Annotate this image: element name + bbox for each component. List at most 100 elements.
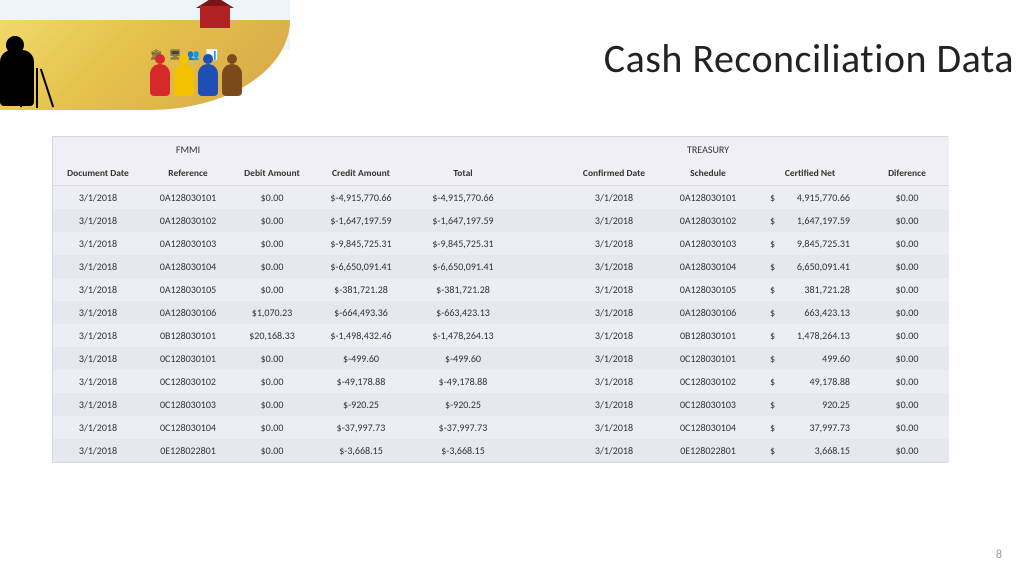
table-cell	[515, 232, 567, 255]
table-cell: 3/1/2018	[567, 232, 661, 255]
table-cell: $49,178.88	[755, 370, 865, 393]
table-cell: $-9,845,725.31	[311, 232, 411, 255]
table-cell: 3/1/2018	[53, 393, 143, 416]
table-cell: 3/1/2018	[53, 232, 143, 255]
photographer-head-icon	[6, 36, 24, 54]
table-cell: 0A128030103	[143, 232, 233, 255]
table-cell: $920.25	[755, 393, 865, 416]
table-cell: 3/1/2018	[53, 301, 143, 324]
table-cell: 3/1/2018	[567, 393, 661, 416]
table-cell: 0A128030101	[661, 185, 755, 209]
table-cell	[515, 347, 567, 370]
table-row: 3/1/20180B128030101$20,168.33$-1,498,432…	[53, 324, 949, 347]
table-cell: 3/1/2018	[567, 301, 661, 324]
people-figures	[150, 64, 242, 96]
table-cell: 3/1/2018	[567, 209, 661, 232]
table-cell: $0.00	[233, 232, 311, 255]
table-cell: $0.00	[865, 255, 949, 278]
slide: 🏛 🖥 👥 📊 Cash Reconciliation Data FMMI TR…	[0, 0, 1024, 576]
table-row: 3/1/20180A128030102$0.00$-1,647,197.59$-…	[53, 209, 949, 232]
table-cell: 0A128030106	[661, 301, 755, 324]
table-row: 3/1/20180C128030102$0.00$-49,178.88$-49,…	[53, 370, 949, 393]
table-cell: $-6,650,091.41	[411, 255, 515, 278]
table-cell: 0C128030102	[143, 370, 233, 393]
table-cell: $-920.25	[311, 393, 411, 416]
table-cell: 0B128030101	[661, 324, 755, 347]
table-cell: 3/1/2018	[53, 416, 143, 439]
table-cell: 0C128030101	[661, 347, 755, 370]
table-cell: $0.00	[233, 278, 311, 301]
table-cell: $-499.60	[311, 347, 411, 370]
table-cell: $0.00	[865, 416, 949, 439]
table-cell: $0.00	[233, 347, 311, 370]
table-cell: 0E128022801	[661, 439, 755, 462]
table-cell: 0C128030103	[661, 393, 755, 416]
person-icon	[174, 64, 194, 96]
table-cell	[515, 324, 567, 347]
table-cell: 3/1/2018	[567, 347, 661, 370]
table-cell: $0.00	[233, 209, 311, 232]
table-cell: $3,668.15	[755, 439, 865, 462]
person-icon	[198, 64, 218, 96]
col-conf-date: Confirmed Date	[567, 161, 661, 185]
table-cell: $0.00	[865, 232, 949, 255]
table-cell: $0.00	[233, 370, 311, 393]
table-cell: $-9,845,725.31	[411, 232, 515, 255]
table-cell: $-4,915,770.66	[411, 185, 515, 209]
table-cell: 3/1/2018	[53, 439, 143, 462]
table-cell: $0.00	[865, 278, 949, 301]
table-cell: $1,478,264.13	[755, 324, 865, 347]
table-cell: 3/1/2018	[567, 439, 661, 462]
page-number: 8	[996, 548, 1002, 562]
table-cell	[515, 301, 567, 324]
table-cell: $-4,915,770.66	[311, 185, 411, 209]
table-cell: $-381,721.28	[311, 278, 411, 301]
table-cell: 0C128030102	[661, 370, 755, 393]
table-cell: $0.00	[865, 185, 949, 209]
table-row: 3/1/20180C128030103$0.00$-920.25$-920.25…	[53, 393, 949, 416]
table-cell: 3/1/2018	[567, 416, 661, 439]
col-doc-date: Document Date	[53, 161, 143, 185]
table-cell: $0.00	[865, 370, 949, 393]
table-cell: $-49,178.88	[311, 370, 411, 393]
col-cert-net: Certified Net	[755, 161, 865, 185]
tripod-icon	[36, 68, 38, 108]
table-cell: 3/1/2018	[53, 185, 143, 209]
table-cell: $0.00	[865, 301, 949, 324]
table-row: 3/1/20180E128022801$0.00$-3,668.15$-3,66…	[53, 439, 949, 462]
reconciliation-table: FMMI TREASURY Document Date Reference De…	[53, 137, 949, 462]
table-cell: $0.00	[233, 439, 311, 462]
col-credit: Credit Amount	[311, 161, 411, 185]
table-cell: $1,647,197.59	[755, 209, 865, 232]
person-icon	[222, 64, 242, 96]
table-cell: $-381,721.28	[411, 278, 515, 301]
col-debit: Debit Amount	[233, 161, 311, 185]
table-cell: $-1,647,197.59	[411, 209, 515, 232]
table-cell: $-3,668.15	[411, 439, 515, 462]
table-cell: $499.60	[755, 347, 865, 370]
table-cell: $0.00	[865, 439, 949, 462]
barn-icon	[200, 6, 230, 28]
table-cell: $-37,997.73	[411, 416, 515, 439]
table-cell: $6,650,091.41	[755, 255, 865, 278]
table-cell: 0A128030105	[143, 278, 233, 301]
table-row: 3/1/20180A128030104$0.00$-6,650,091.41$-…	[53, 255, 949, 278]
table-cell: 3/1/2018	[53, 347, 143, 370]
table-cell: $-663,423.13	[411, 301, 515, 324]
page-title: Cash Reconciliation Data	[604, 34, 1014, 83]
group-header-row: FMMI TREASURY	[53, 137, 949, 161]
table-cell	[515, 255, 567, 278]
people-icon: 👥	[187, 48, 199, 61]
table-cell: $-920.25	[411, 393, 515, 416]
column-header-row: Document Date Reference Debit Amount Cre…	[53, 161, 949, 185]
table-row: 3/1/20180C128030104$0.00$-37,997.73$-37,…	[53, 416, 949, 439]
table-cell: $20,168.33	[233, 324, 311, 347]
reconciliation-table-container: FMMI TREASURY Document Date Reference De…	[52, 136, 948, 463]
table-cell: $-1,647,197.59	[311, 209, 411, 232]
table-cell	[515, 370, 567, 393]
group-fmmi: FMMI	[143, 137, 233, 161]
table-cell	[515, 278, 567, 301]
table-body: 3/1/20180A128030101$0.00$-4,915,770.66$-…	[53, 185, 949, 462]
table-cell: $0.00	[865, 209, 949, 232]
table-cell: $-6,650,091.41	[311, 255, 411, 278]
